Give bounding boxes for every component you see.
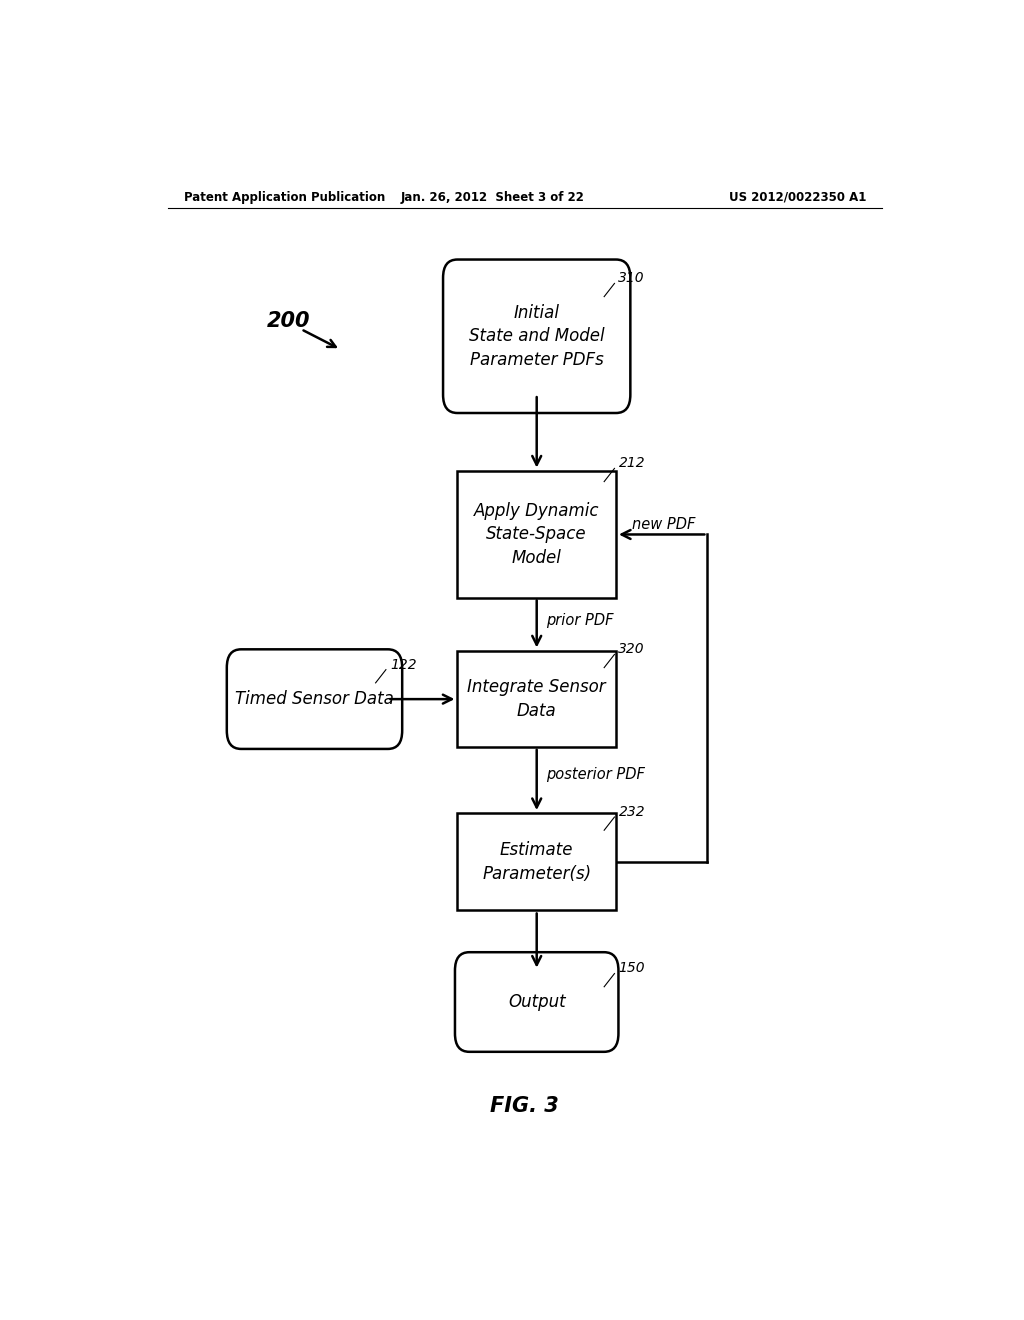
Text: 150: 150 [618,961,645,975]
Text: posterior PDF: posterior PDF [546,767,645,781]
Text: 212: 212 [618,457,645,470]
Text: Jan. 26, 2012  Sheet 3 of 22: Jan. 26, 2012 Sheet 3 of 22 [401,190,585,203]
Text: 200: 200 [267,312,310,331]
Text: Apply Dynamic
State-Space
Model: Apply Dynamic State-Space Model [474,502,599,568]
Text: Timed Sensor Data: Timed Sensor Data [236,690,394,708]
Text: US 2012/0022350 A1: US 2012/0022350 A1 [729,190,866,203]
Text: new PDF: new PDF [632,517,695,532]
Text: 122: 122 [390,657,417,672]
Text: Patent Application Publication: Patent Application Publication [183,190,385,203]
Text: 232: 232 [618,805,645,818]
FancyBboxPatch shape [226,649,402,748]
Text: Estimate
Parameter(s): Estimate Parameter(s) [482,841,591,883]
Text: Output: Output [508,993,565,1011]
Text: 320: 320 [618,643,645,656]
FancyBboxPatch shape [458,471,616,598]
Text: 310: 310 [618,272,645,285]
Text: prior PDF: prior PDF [546,614,613,628]
Text: FIG. 3: FIG. 3 [490,1096,559,1115]
Text: Initial
State and Model
Parameter PDFs: Initial State and Model Parameter PDFs [469,304,604,368]
FancyBboxPatch shape [458,651,616,747]
FancyBboxPatch shape [443,260,631,413]
FancyBboxPatch shape [455,952,618,1052]
FancyBboxPatch shape [458,813,616,909]
Text: Integrate Sensor
Data: Integrate Sensor Data [467,678,606,719]
